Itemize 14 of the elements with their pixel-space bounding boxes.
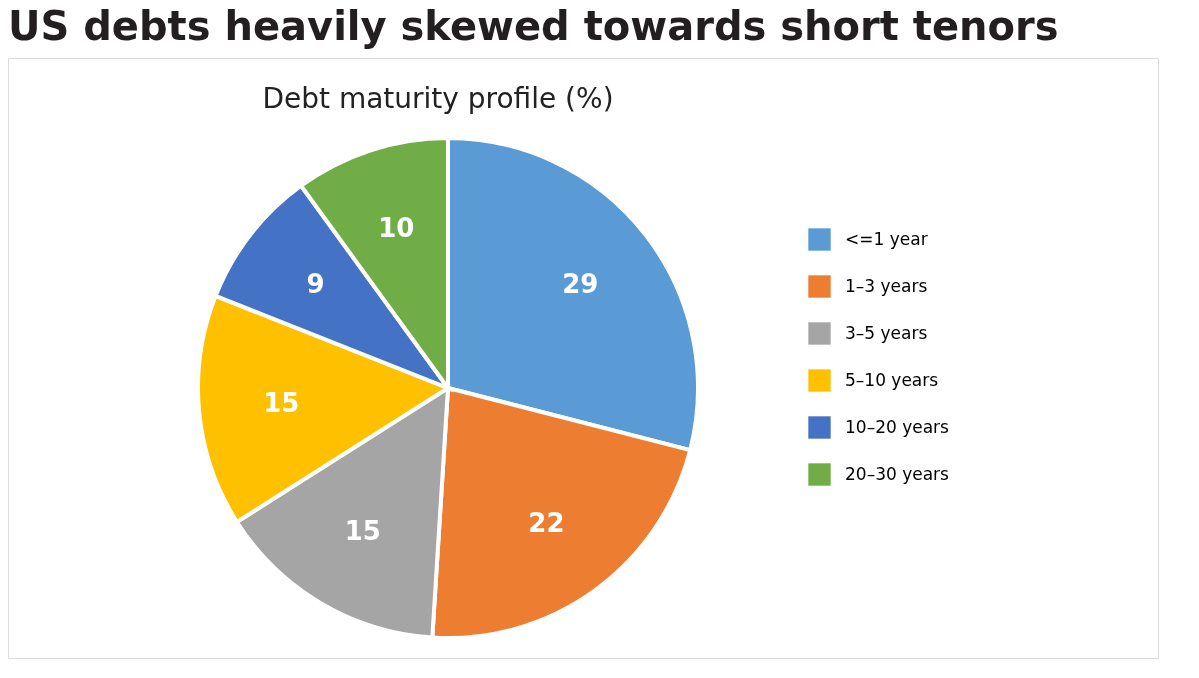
legend-label: 1–3 years bbox=[845, 275, 928, 296]
data-label: 15 bbox=[263, 387, 300, 418]
legend-label: 3–5 years bbox=[845, 322, 928, 343]
data-label: 29 bbox=[562, 269, 599, 300]
data-label: 10 bbox=[378, 212, 415, 243]
legend-label: 10–20 years bbox=[845, 416, 950, 437]
chart-title: US debts heavily skewed towards short tenors bbox=[8, 3, 1059, 49]
legend-label: 20–30 years bbox=[845, 463, 950, 484]
legend-label: 5–10 years bbox=[845, 369, 939, 390]
chart-subtitle: Debt maturity profile (%) bbox=[262, 82, 614, 115]
data-label: 22 bbox=[528, 507, 565, 538]
data-label: 9 bbox=[306, 269, 325, 300]
legend-label: <=1 year bbox=[845, 228, 928, 249]
data-label: 15 bbox=[344, 516, 381, 547]
